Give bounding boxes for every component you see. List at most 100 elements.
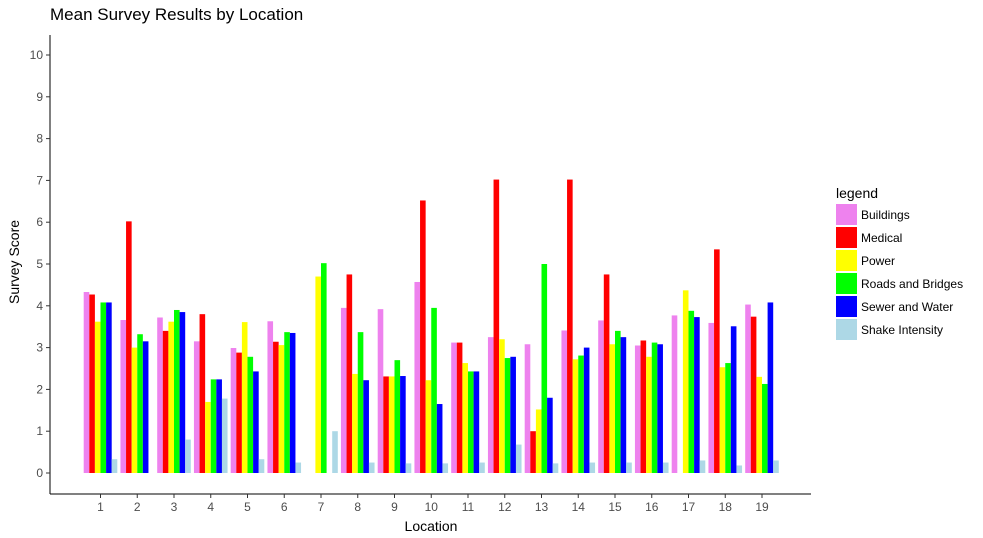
bar [462, 363, 468, 473]
x-axis-title: Location [405, 518, 458, 534]
bar [615, 330, 621, 473]
bar [174, 309, 180, 473]
bar [111, 459, 118, 473]
bar [89, 294, 95, 473]
x-tick-label: 18 [719, 500, 733, 514]
bar [561, 330, 568, 473]
bar [340, 307, 347, 473]
y-tick-label: 2 [36, 382, 43, 396]
bar [535, 409, 542, 473]
bar [510, 356, 516, 473]
y-tick-label: 5 [36, 257, 43, 271]
bar [83, 292, 90, 473]
bar [773, 460, 779, 473]
bar [626, 462, 632, 473]
bar [567, 179, 573, 473]
bar [431, 307, 437, 473]
bar [142, 341, 149, 473]
x-tick-label: 3 [171, 500, 178, 514]
legend-label: Shake Intensity [861, 323, 943, 337]
legend-key [836, 319, 857, 340]
bar [524, 344, 531, 473]
x-tick-label: 5 [244, 500, 251, 514]
bar [394, 360, 401, 473]
bar [94, 321, 101, 473]
bar [120, 320, 127, 473]
bar [603, 274, 610, 473]
bar [487, 337, 494, 473]
bar [267, 321, 274, 473]
bar [346, 274, 353, 473]
x-tick-label: 11 [462, 500, 475, 514]
legend-key [836, 204, 857, 225]
bar [473, 371, 480, 473]
bar [634, 345, 641, 473]
bar [425, 380, 432, 473]
bar [662, 462, 669, 473]
bar [216, 379, 222, 473]
bar [451, 342, 457, 473]
bar [400, 376, 406, 473]
bar [168, 321, 174, 473]
bar [388, 376, 395, 473]
bar [552, 463, 559, 473]
bar [100, 302, 107, 473]
bar [493, 179, 500, 473]
bar [504, 358, 511, 473]
bar [106, 302, 112, 473]
legend-key [836, 250, 857, 271]
bar [284, 332, 290, 473]
bar [414, 281, 421, 473]
x-tick-label: 13 [535, 500, 549, 514]
bar [609, 344, 615, 473]
y-tick-label: 0 [36, 466, 43, 480]
bar [499, 339, 505, 473]
bar [185, 439, 191, 473]
legend-label: Medical [861, 231, 902, 245]
bar [598, 320, 604, 473]
bar [736, 465, 743, 473]
bar [352, 373, 358, 473]
bar [137, 334, 143, 473]
bar [241, 322, 248, 473]
bar [725, 363, 731, 473]
legend: legend Buildings Medical Power Roads and Br… [836, 185, 963, 340]
bar [745, 304, 751, 473]
bar [193, 341, 200, 473]
bar [295, 462, 302, 473]
legend-key [836, 273, 857, 294]
x-tick-label: 2 [134, 500, 141, 514]
bar [750, 316, 757, 473]
bar [289, 332, 296, 473]
bar [278, 345, 285, 473]
bar [572, 359, 579, 473]
chart-title: Mean Survey Results by Location [50, 5, 304, 24]
y-axis-title: Survey Score [6, 220, 22, 304]
bar [442, 463, 449, 473]
y-tick-label: 3 [36, 341, 43, 355]
y-tick-label: 9 [36, 90, 43, 104]
bar [405, 463, 412, 473]
bar [131, 347, 138, 473]
bar [515, 444, 522, 473]
x-tick-label: 10 [425, 500, 439, 514]
bar [730, 326, 737, 473]
bar [199, 314, 206, 473]
legend-title: legend [836, 185, 878, 201]
bar [357, 332, 364, 473]
bar [688, 310, 695, 473]
legend-label: Power [861, 254, 895, 268]
bar [436, 404, 443, 473]
x-tick-label: 15 [608, 500, 622, 514]
x-tick-label: 4 [207, 500, 214, 514]
x-tick-label: 1 [97, 500, 104, 514]
bar [671, 315, 678, 473]
bar [456, 342, 463, 473]
bar [714, 249, 720, 473]
bar [253, 371, 259, 473]
x-tick-label: 6 [281, 500, 288, 514]
bar [258, 459, 265, 473]
bar [321, 263, 327, 473]
y-tick-label: 4 [36, 299, 43, 313]
bar [468, 371, 474, 473]
